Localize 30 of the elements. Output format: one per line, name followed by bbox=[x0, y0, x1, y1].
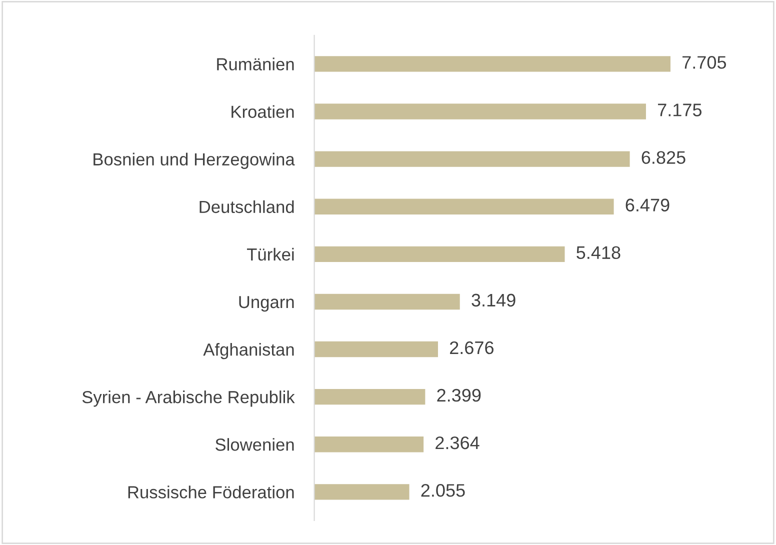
y-tick-label: Rumänien bbox=[217, 58, 294, 70]
bar bbox=[314, 388, 426, 405]
y-tick-label: Deutschland bbox=[200, 200, 294, 214]
bar bbox=[314, 246, 565, 262]
bar bbox=[314, 294, 460, 310]
y-tick-label: Kroatien bbox=[232, 105, 294, 118]
data-label: 6.825 bbox=[642, 151, 686, 164]
data-label: 2.364 bbox=[436, 436, 480, 450]
data-label: 7.175 bbox=[658, 104, 702, 116]
y-tick-label: Afghanistan bbox=[203, 342, 294, 360]
data-label: 2.399 bbox=[437, 388, 481, 402]
y-tick-label: Türkei bbox=[246, 248, 294, 261]
data-label: 2.676 bbox=[450, 341, 494, 354]
data-label: 3.149 bbox=[472, 294, 516, 307]
bar bbox=[314, 151, 630, 167]
data-label: 7.705 bbox=[682, 56, 726, 69]
data-label: 2.055 bbox=[421, 484, 465, 497]
bar bbox=[314, 104, 646, 120]
data-label: 5.418 bbox=[576, 246, 620, 260]
y-tick-label: Slowenien bbox=[216, 438, 294, 451]
y-tick-label: Syrien - Arabische Republik bbox=[82, 390, 295, 407]
y-tick-label: Ungarn bbox=[239, 296, 294, 312]
bar bbox=[314, 341, 438, 358]
bar bbox=[314, 56, 670, 72]
y-tick-label: Russische Föderation bbox=[128, 486, 294, 498]
bar bbox=[314, 436, 424, 452]
data-label: 6.479 bbox=[626, 198, 670, 212]
bar bbox=[314, 198, 614, 214]
bar bbox=[314, 484, 410, 500]
y-tick-label: Bosnien und Herzegowina bbox=[94, 152, 295, 169]
